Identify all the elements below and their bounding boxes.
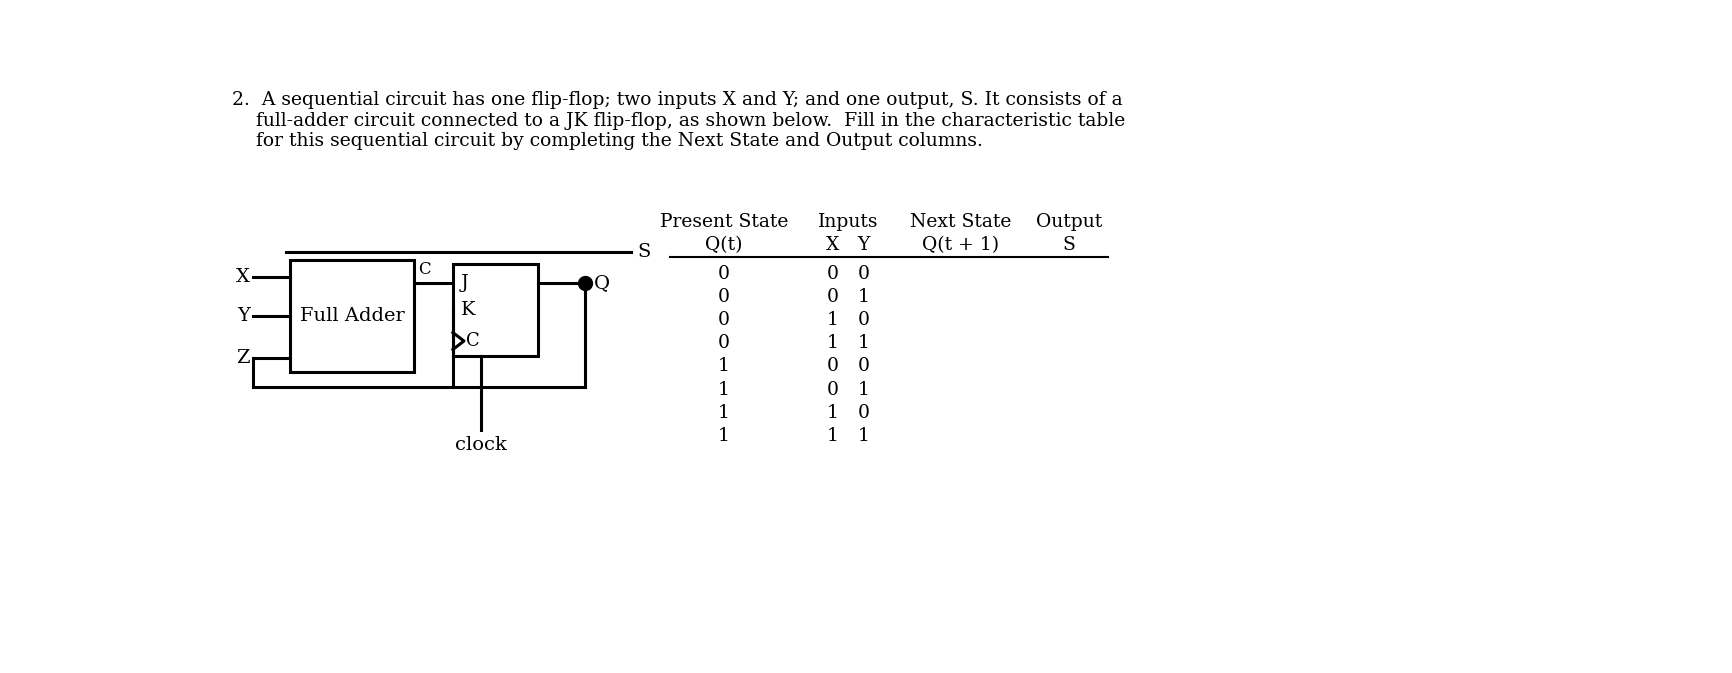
- Text: K: K: [461, 302, 475, 319]
- Text: Y: Y: [857, 236, 869, 254]
- Text: 1: 1: [857, 334, 869, 353]
- Text: 0: 0: [719, 334, 731, 353]
- Bar: [291, 260, 414, 371]
- Text: 1: 1: [857, 380, 869, 398]
- Text: Present State: Present State: [660, 213, 788, 231]
- Text: S: S: [1062, 236, 1076, 254]
- Text: X: X: [236, 268, 249, 286]
- Text: Q: Q: [594, 275, 610, 292]
- Text: Q(t + 1): Q(t + 1): [921, 236, 999, 254]
- Text: clock: clock: [456, 435, 507, 454]
- Text: 1: 1: [826, 404, 838, 421]
- Text: 1: 1: [857, 288, 869, 306]
- Text: 0: 0: [826, 265, 838, 283]
- Text: full-adder circuit connected to a JK flip-flop, as shown below.  Fill in the cha: full-adder circuit connected to a JK fli…: [232, 112, 1126, 130]
- Text: 1: 1: [719, 427, 731, 445]
- Text: for this sequential circuit by completing the Next State and Output columns.: for this sequential circuit by completin…: [232, 133, 982, 150]
- Text: 0: 0: [826, 357, 838, 376]
- Text: 1: 1: [719, 404, 731, 421]
- Text: Next State: Next State: [909, 213, 1011, 231]
- Text: C: C: [417, 261, 431, 278]
- Text: C: C: [466, 332, 480, 350]
- Text: 1: 1: [719, 357, 731, 376]
- Text: 2.  A sequential circuit has one flip-flop; two inputs X and Y; and one output, : 2. A sequential circuit has one flip-flo…: [232, 91, 1122, 109]
- Text: Full Adder: Full Adder: [300, 307, 405, 325]
- Text: J: J: [461, 275, 468, 292]
- Text: 1: 1: [857, 427, 869, 445]
- Text: 1: 1: [826, 311, 838, 329]
- Text: S: S: [637, 244, 651, 262]
- Text: X: X: [826, 236, 840, 254]
- Bar: [452, 264, 539, 357]
- Text: 0: 0: [719, 288, 731, 306]
- Text: 0: 0: [857, 404, 869, 421]
- Text: 1: 1: [826, 427, 838, 445]
- Text: 0: 0: [857, 311, 869, 329]
- Text: 0: 0: [857, 265, 869, 283]
- Text: 0: 0: [826, 380, 838, 398]
- Text: 0: 0: [719, 265, 731, 283]
- Text: Q(t): Q(t): [705, 236, 743, 254]
- Text: 1: 1: [719, 380, 731, 398]
- Text: Inputs: Inputs: [818, 213, 878, 231]
- Text: 1: 1: [826, 334, 838, 353]
- Text: 0: 0: [719, 311, 731, 329]
- Text: 0: 0: [857, 357, 869, 376]
- Text: Output: Output: [1036, 213, 1102, 231]
- Text: Y: Y: [237, 307, 249, 325]
- Text: Z: Z: [236, 349, 249, 367]
- Text: 0: 0: [826, 288, 838, 306]
